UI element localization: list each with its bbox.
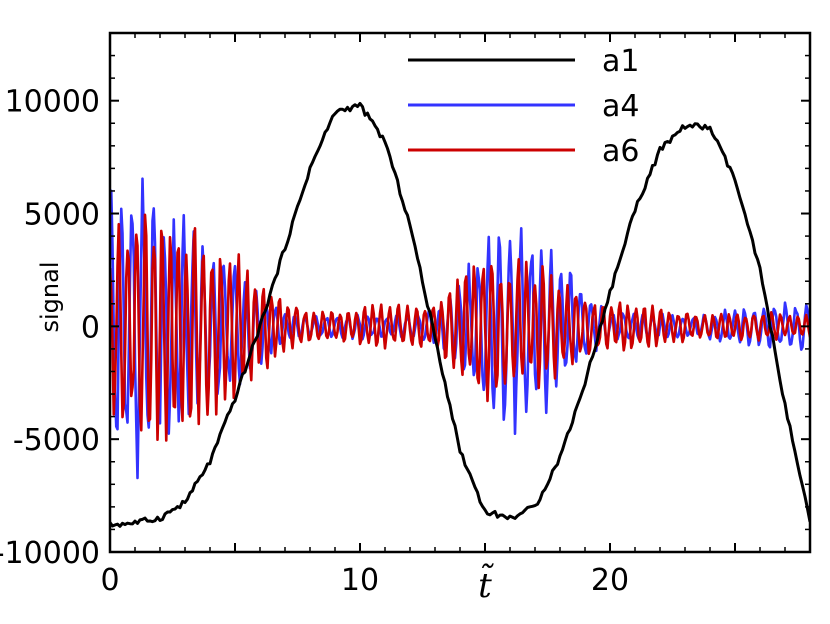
- legend-label-a6: a6: [602, 134, 639, 169]
- y-tick-label: 0: [81, 310, 100, 345]
- series-line-a1: [110, 101, 810, 528]
- y-axis-title: signal: [36, 262, 64, 333]
- y-tick-label: -10000: [0, 536, 100, 571]
- y-tick-label: 10000: [5, 85, 100, 120]
- x-tick-label: 20: [591, 563, 629, 598]
- y-tick-label: -5000: [13, 423, 100, 458]
- series-line-a6: [110, 213, 810, 442]
- legend-label-a1: a1: [602, 44, 639, 79]
- x-tick-label: 10: [341, 563, 379, 598]
- x-axis-title: t̃: [478, 563, 495, 606]
- legend-label-a4: a4: [602, 89, 639, 124]
- x-tick-label: 0: [100, 563, 119, 598]
- y-tick-label: 5000: [24, 198, 100, 233]
